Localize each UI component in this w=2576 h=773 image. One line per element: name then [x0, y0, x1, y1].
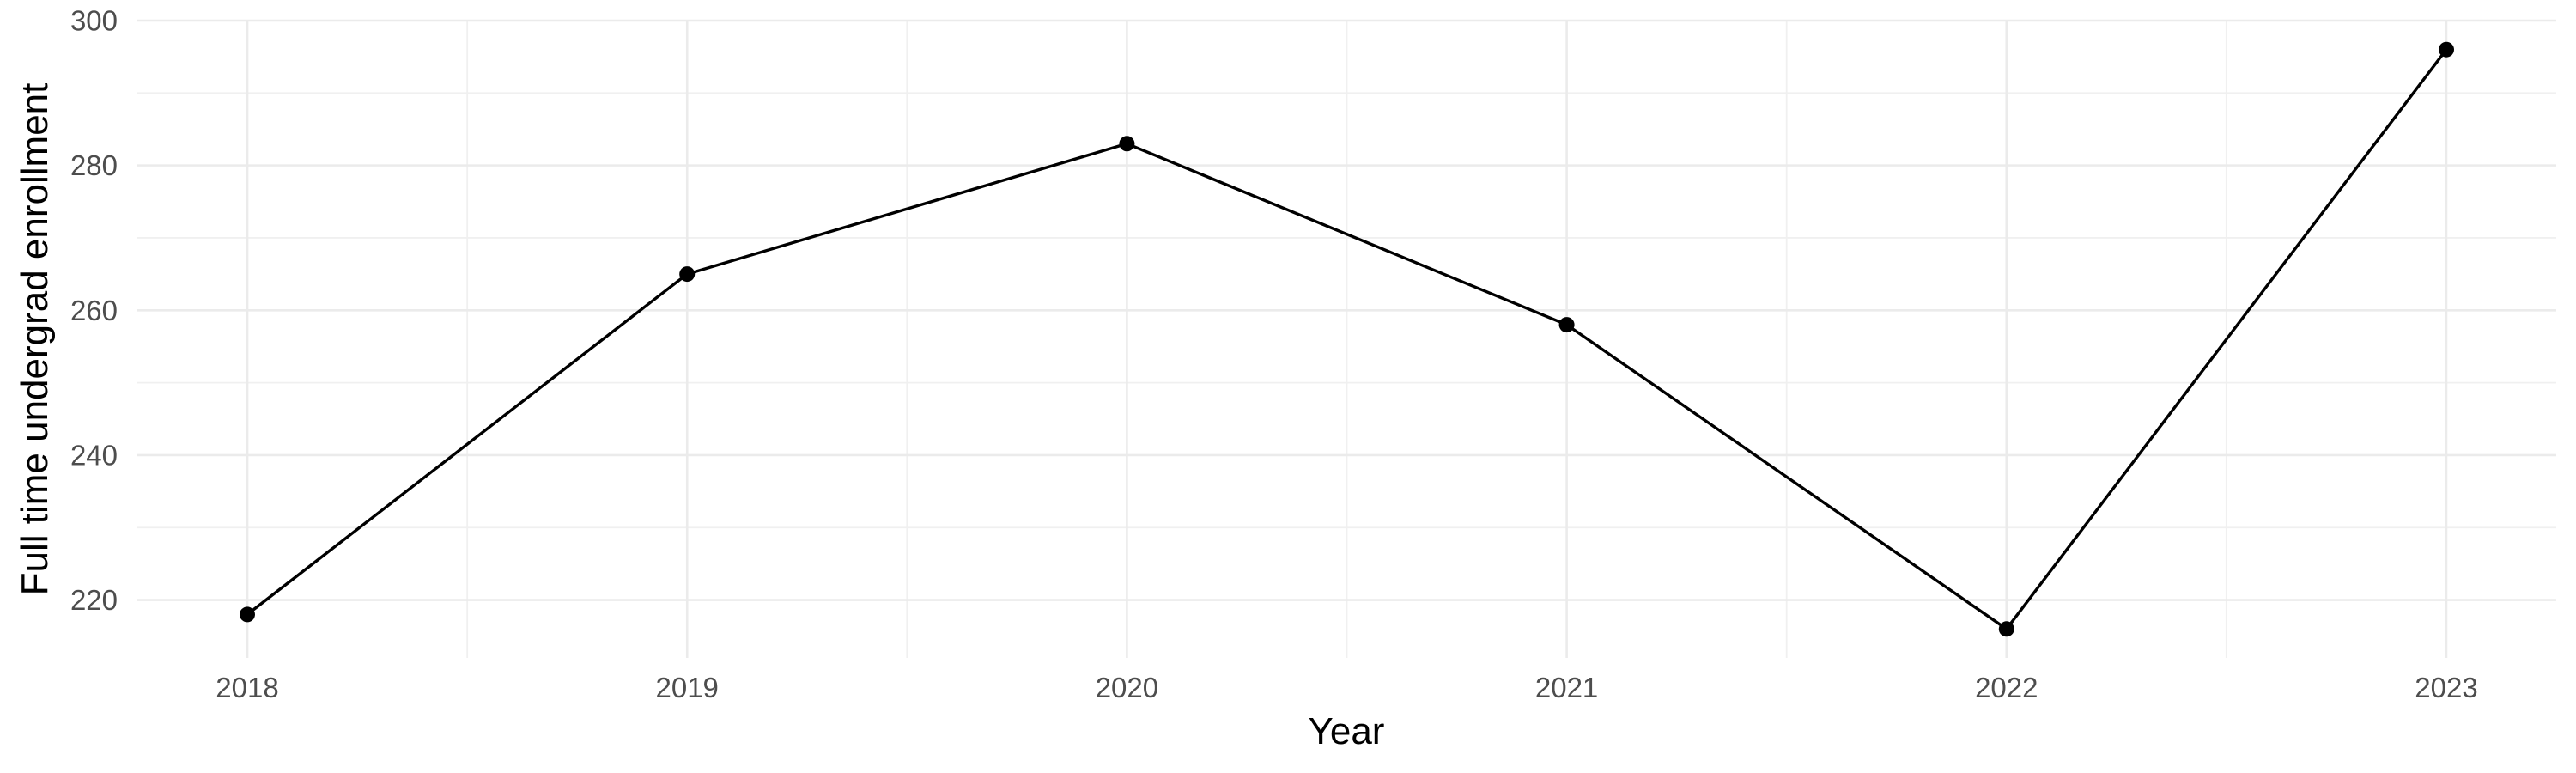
x-tick-label-2020: 2020: [1096, 672, 1158, 703]
data-point-2021: [1558, 317, 1575, 333]
y-axis-title: Full time undergrad enrollment: [14, 83, 56, 596]
data-point-2019: [679, 266, 696, 283]
x-tick-label-2021: 2021: [1535, 672, 1598, 703]
x-tick-label-2018: 2018: [216, 672, 278, 703]
x-tick-label-2023: 2023: [2415, 672, 2477, 703]
y-tick-label-240: 240: [70, 439, 118, 471]
x-tick-label-2019: 2019: [655, 672, 718, 703]
x-axis-title: Year: [1309, 710, 1385, 752]
minor-gridlines: [137, 21, 2556, 658]
y-tick-label-220: 220: [70, 584, 118, 616]
y-tick-label-280: 280: [70, 149, 118, 181]
enrollment-data-points: [240, 41, 2454, 637]
y-tick-label-300: 300: [70, 5, 118, 37]
y-tick-label-260: 260: [70, 295, 118, 326]
x-tick-label-2022: 2022: [1975, 672, 2038, 703]
data-point-2022: [1998, 621, 2014, 637]
data-point-2018: [240, 606, 255, 623]
major-gridlines: [137, 19, 2556, 658]
data-point-2023: [2439, 41, 2454, 58]
data-point-2020: [1119, 136, 1135, 152]
y-axis-tick-labels: 220 240 260 280 300: [70, 5, 118, 617]
enrollment-series-line: [246, 48, 2448, 630]
x-axis-tick-labels: 2018 2019 2020 2021 2022 2023: [216, 672, 2477, 703]
